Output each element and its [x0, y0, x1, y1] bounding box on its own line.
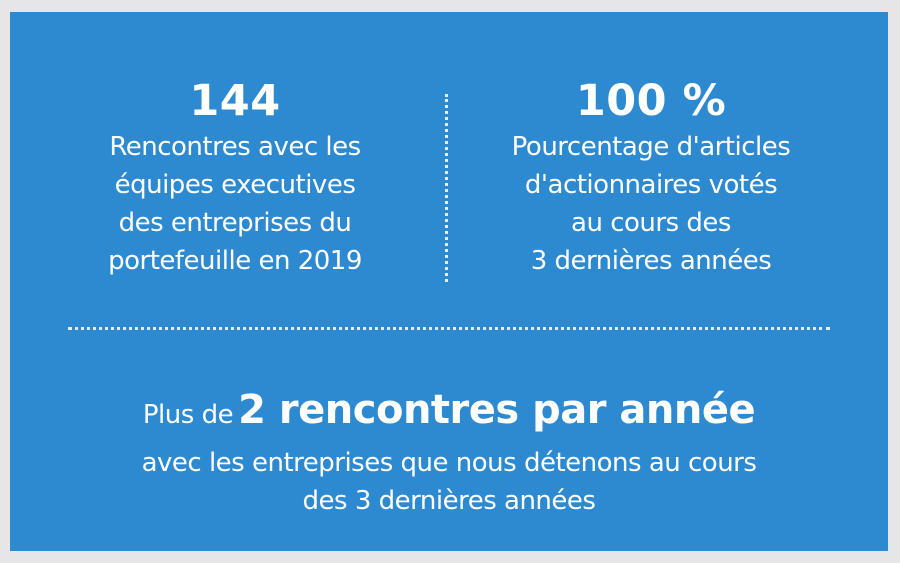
stat-meetings-description: Rencontres avec les équipes executives d…: [108, 132, 362, 276]
summary-highlight: 2 rencontres par année: [238, 387, 756, 433]
stat-meetings-value: 144: [189, 76, 281, 126]
horizontal-dotted-divider: [68, 327, 830, 330]
stat-votes: 100 % Pourcentage d'articles d'actionnai…: [451, 76, 851, 280]
summary-block: Plus de 2 rencontres par année avec les …: [30, 384, 868, 520]
summary-headline: Plus de 2 rencontres par année: [30, 384, 868, 444]
summary-description: avec les entreprises que nous détenons a…: [141, 448, 757, 516]
stat-votes-value: 100 %: [575, 76, 727, 126]
stat-meetings: 144 Rencontres avec les équipes executiv…: [35, 76, 435, 280]
stat-votes-description: Pourcentage d'articles d'actionnaires vo…: [511, 132, 791, 276]
vertical-dotted-divider: [445, 94, 448, 282]
summary-prefix: Plus de: [142, 400, 234, 430]
infographic-panel: 144 Rencontres avec les équipes executiv…: [10, 12, 888, 551]
